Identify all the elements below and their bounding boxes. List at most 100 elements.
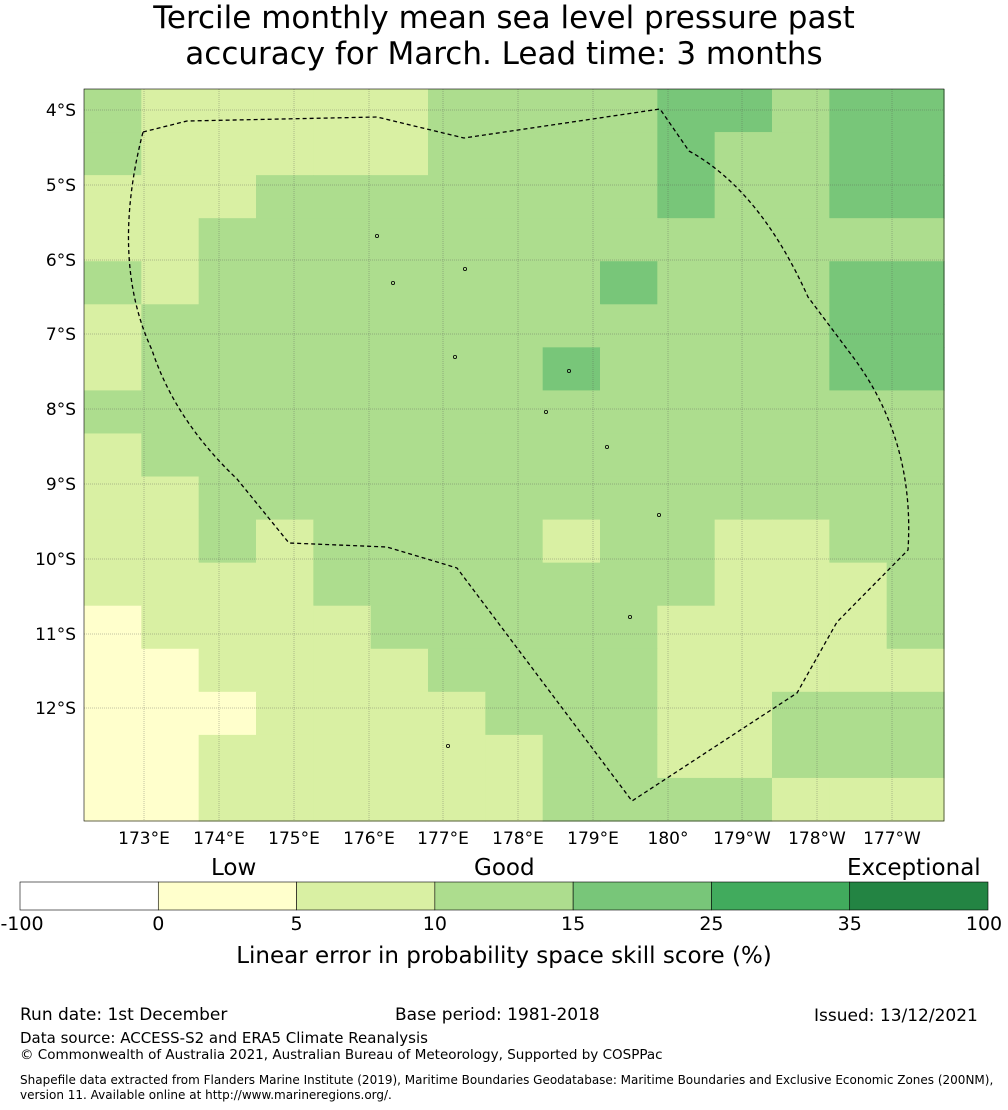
- grid-cell: [600, 218, 658, 262]
- grid-cell: [141, 132, 200, 176]
- grid-cell: [714, 304, 773, 348]
- grid-cell: [141, 777, 200, 822]
- grid-cell: [256, 304, 314, 348]
- grid-cell: [370, 691, 429, 736]
- colorbar-tick-label: 100: [965, 913, 1003, 935]
- grid-cell: [886, 175, 945, 219]
- grid-cell: [485, 433, 544, 478]
- grid-cell: [829, 347, 888, 392]
- grid-cell: [829, 175, 888, 219]
- grid-cell: [714, 347, 773, 392]
- colorbar-segment: [711, 881, 851, 911]
- grid-cell: [84, 734, 142, 779]
- category-good: Good: [474, 855, 535, 881]
- grid-cell: [428, 777, 486, 822]
- grid-cell: [313, 304, 372, 348]
- longitude-label: 173°E: [118, 829, 170, 849]
- grid-cell: [657, 691, 716, 736]
- grid-cell: [714, 519, 773, 564]
- grid-cell: [772, 304, 830, 348]
- grid-cell: [198, 519, 257, 564]
- grid-cell: [428, 519, 486, 564]
- grid-cell: [428, 304, 486, 348]
- shapefile-credit-line-1: Shapefile data extracted from Flanders M…: [20, 1073, 994, 1087]
- colorbar-tick-label: 10: [422, 913, 447, 935]
- grid-cell: [428, 562, 486, 607]
- grid-cell: [714, 562, 773, 607]
- grid-cell: [84, 89, 142, 133]
- grid-cell: [600, 605, 658, 650]
- grid-cell: [772, 175, 830, 219]
- grid-cell: [313, 89, 372, 133]
- grid-cell: [886, 89, 945, 133]
- grid-cell: [198, 648, 257, 693]
- islands: [374, 233, 662, 749]
- grid-cell: [657, 175, 716, 219]
- island: [657, 513, 662, 518]
- grid-cell: [370, 89, 429, 133]
- grid-cell: [141, 218, 200, 262]
- grid-cell: [600, 175, 658, 219]
- grid-cell: [141, 734, 200, 779]
- grid-cell: [542, 519, 601, 564]
- longitude-label: 178°E: [492, 829, 544, 849]
- data-source: Data source: ACCESS-S2 and ERA5 Climate …: [20, 1029, 428, 1047]
- longitude-label: 177°E: [417, 829, 469, 849]
- grid-cell: [428, 433, 486, 478]
- grid-cell: [542, 691, 601, 736]
- grid-cell: [370, 175, 429, 219]
- grid-cell: [829, 691, 888, 736]
- grid-cell: [542, 390, 601, 435]
- grid-cell: [485, 304, 544, 348]
- grid-cell: [886, 304, 945, 348]
- issued-date: Issued: 13/12/2021: [814, 1006, 978, 1026]
- map-frame: [83, 88, 945, 822]
- grid-cell: [198, 691, 257, 736]
- latitude-label: 5°S: [46, 176, 76, 196]
- colorbar-segment: [434, 881, 574, 911]
- colorbar-tick-label: 5: [290, 913, 303, 935]
- grid-cell: [485, 218, 544, 262]
- grid-cell: [198, 605, 257, 650]
- grid-cell: [485, 734, 544, 779]
- grid-cell: [772, 519, 830, 564]
- grid-cell: [84, 304, 142, 348]
- grid-cell: [428, 691, 486, 736]
- grid-cell: [714, 734, 773, 779]
- grid-cell: [542, 132, 601, 176]
- grid-cell: [256, 519, 314, 564]
- grid-cell: [141, 304, 200, 348]
- grid-cell: [886, 519, 945, 564]
- grid-cell: [772, 777, 830, 822]
- grid-cell: [485, 777, 544, 822]
- grid-cell: [141, 261, 200, 305]
- grid-cell: [256, 175, 314, 219]
- grid-cell: [542, 777, 601, 822]
- longitude-label: 176°E: [343, 829, 395, 849]
- grid-cell: [600, 132, 658, 176]
- grid-cell: [84, 261, 142, 305]
- category-exceptional: Exceptional: [847, 855, 981, 881]
- grid-cell: [84, 218, 142, 262]
- grid-cell: [886, 605, 945, 650]
- grid-cell: [829, 132, 888, 176]
- grid-cell: [313, 218, 372, 262]
- grid-cell: [370, 562, 429, 607]
- grid-cell: [313, 691, 372, 736]
- grid-cell: [714, 132, 773, 176]
- colorbar-tick-label: -100: [0, 913, 44, 935]
- grid-cell: [370, 648, 429, 693]
- grid-cell: [485, 691, 544, 736]
- grid-cell: [714, 777, 773, 822]
- grid-cell: [714, 648, 773, 693]
- grid-cell: [313, 261, 372, 305]
- grid-cell: [485, 519, 544, 564]
- island: [628, 615, 633, 620]
- grid-cell: [370, 605, 429, 650]
- grid-cell: [370, 390, 429, 435]
- grid-cell: [428, 648, 486, 693]
- grid-cell: [829, 648, 888, 693]
- grid-cell: [657, 777, 716, 822]
- latitude-label: 12°S: [35, 699, 76, 719]
